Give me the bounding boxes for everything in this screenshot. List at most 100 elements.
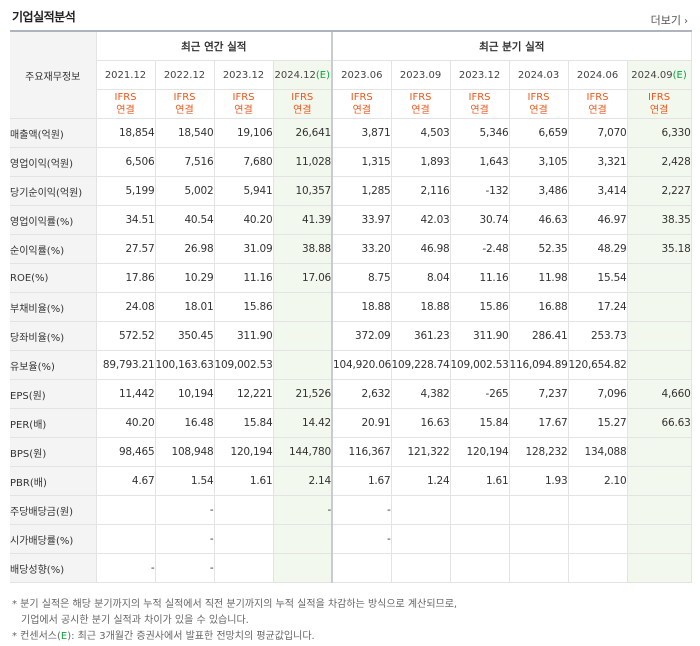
table-cell bbox=[627, 292, 692, 322]
table-cell: 6,659 bbox=[509, 118, 569, 148]
ifrs-label: IFRS bbox=[527, 92, 550, 103]
consolidated-label: 연결 bbox=[234, 105, 253, 116]
quarter-header: 최근 분기 실적 bbox=[331, 30, 692, 61]
table-row: 유보율(%) 89,793.21 100,163.63 109,002.53 104,9… bbox=[10, 350, 692, 380]
table-cell: 5,002 bbox=[155, 176, 215, 206]
table-row: 당기순이익(억원) 5,199 5,002 5,941 10,357 1,285 2,116… bbox=[10, 176, 692, 206]
table-cell: 7,237 bbox=[509, 379, 569, 409]
period-header: 2023.09 bbox=[391, 60, 451, 90]
table-cell: 8.04 bbox=[391, 263, 451, 293]
table-cell: 42.03 bbox=[391, 205, 451, 235]
table-cell bbox=[214, 553, 274, 583]
row-label: 시가배당률(%) bbox=[10, 524, 97, 554]
accounting-standard: IFRS 연결 bbox=[331, 89, 392, 119]
table-cell: 5,199 bbox=[96, 176, 156, 206]
table-cell: 109,002.53 bbox=[214, 350, 274, 380]
row-label: BPS(원) bbox=[10, 437, 97, 467]
table-cell: 15.84 bbox=[214, 408, 274, 438]
table-cell bbox=[627, 321, 692, 351]
table-cell: 100,163.63 bbox=[155, 350, 215, 380]
table-cell: 31.09 bbox=[214, 234, 274, 264]
table-row: 시가배당률(%) - - bbox=[10, 524, 692, 554]
accounting-standard: IFRS 연결 bbox=[273, 89, 333, 119]
table-cell: 15.86 bbox=[214, 292, 274, 322]
table-cell: 2,227 bbox=[627, 176, 692, 206]
table-cell bbox=[273, 321, 333, 351]
table-cell bbox=[509, 495, 569, 525]
table-row: 순이익률(%) 27.57 26.98 31.09 38.88 33.20 46.98 -2.… bbox=[10, 234, 692, 264]
table-cell: 134,088 bbox=[568, 437, 628, 467]
table-cell: -2.48 bbox=[450, 234, 510, 264]
table-cell: 4,660 bbox=[627, 379, 692, 409]
table-cell: 144,780 bbox=[273, 437, 333, 467]
estimate-letter: E bbox=[60, 631, 68, 642]
table-cell: 361.23 bbox=[391, 321, 451, 351]
table-cell: - bbox=[273, 495, 333, 525]
table-cell: 98,465 bbox=[96, 437, 156, 467]
table-cell: - bbox=[155, 553, 215, 583]
table-cell bbox=[96, 495, 156, 525]
table-cell: 18,854 bbox=[96, 118, 156, 148]
period-header: 2023.12 bbox=[214, 60, 274, 90]
table-cell bbox=[627, 495, 692, 525]
ifrs-label: IFRS bbox=[173, 92, 196, 103]
table-cell: 1,893 bbox=[391, 147, 451, 177]
table-cell: 52.35 bbox=[509, 234, 569, 264]
table-cell: - bbox=[331, 495, 392, 525]
table-cell: 11,028 bbox=[273, 147, 333, 177]
table-cell: 40.54 bbox=[155, 205, 215, 235]
table-cell: 11.98 bbox=[509, 263, 569, 293]
table-cell: 40.20 bbox=[214, 205, 274, 235]
more-link[interactable]: 더보기 › bbox=[651, 12, 688, 28]
table-row: 매출액(억원) 18,854 18,540 19,106 26,641 3,871 4,50… bbox=[10, 118, 692, 148]
row-label: 영업이익률(%) bbox=[10, 205, 97, 235]
table-cell: 24.08 bbox=[96, 292, 156, 322]
table-cell: 17.06 bbox=[273, 263, 333, 293]
period-label: 2023.12 bbox=[458, 69, 501, 81]
table-cell: 120,194 bbox=[214, 437, 274, 467]
table-cell: 311.90 bbox=[450, 321, 510, 351]
table-cell: 1,643 bbox=[450, 147, 510, 177]
table-cell bbox=[450, 524, 510, 554]
table-row: 당좌비율(%) 572.52 350.45 311.90 372.09 361.23 311… bbox=[10, 321, 692, 351]
table-cell: 10,357 bbox=[273, 176, 333, 206]
table-cell: 7,096 bbox=[568, 379, 628, 409]
table-cell: 17.86 bbox=[96, 263, 156, 293]
table-cell: - bbox=[331, 524, 392, 554]
table-cell: 18.88 bbox=[391, 292, 451, 322]
table-cell bbox=[214, 524, 274, 554]
period-header: 2021.12 bbox=[96, 60, 156, 90]
table-row: 배당성향(%) - - bbox=[10, 553, 692, 583]
table-cell: 33.20 bbox=[331, 234, 392, 264]
row-label: 유보율(%) bbox=[10, 350, 97, 380]
table-cell: 20.91 bbox=[331, 408, 392, 438]
table-cell: 8.75 bbox=[331, 263, 392, 293]
table-cell: 11,442 bbox=[96, 379, 156, 409]
row-label: 영업이익(억원) bbox=[10, 147, 97, 177]
table-row: EPS(원) 11,442 10,194 12,221 21,526 2,632 4,382… bbox=[10, 379, 692, 409]
table-cell: 1.61 bbox=[214, 466, 274, 496]
table-cell: 18.88 bbox=[331, 292, 392, 322]
table-cell: 3,105 bbox=[509, 147, 569, 177]
financial-table: 주요재무정보 최근 연간 실적 최근 분기 실적 2021.12 2022.12 2023… bbox=[10, 30, 692, 583]
table-cell: 11.16 bbox=[450, 263, 510, 293]
table-cell bbox=[568, 553, 628, 583]
table-cell: 2,632 bbox=[331, 379, 392, 409]
table-row: BPS(원) 98,465 108,948 120,194 144,780 116,367… bbox=[10, 437, 692, 467]
table-cell: 2.14 bbox=[273, 466, 333, 496]
table-cell: 19,106 bbox=[214, 118, 274, 148]
ifrs-label: IFRS bbox=[232, 92, 255, 103]
table-cell bbox=[627, 553, 692, 583]
consolidated-label: 연결 bbox=[116, 105, 135, 116]
footnotes: * 분기 실적은 해당 분기까지의 누적 실적에서 직전 분기까지의 누적 실적… bbox=[12, 597, 457, 645]
row-label: 매출액(억원) bbox=[10, 118, 97, 148]
table-cell bbox=[509, 524, 569, 554]
footnote-2: 기업에서 공시한 분기 실적과 차이가 있을 수 있습니다. bbox=[21, 615, 249, 626]
row-label: 주당배당금(원) bbox=[10, 495, 97, 525]
corner-header: 주요재무정보 bbox=[10, 30, 97, 119]
table-cell: 116,094.89 bbox=[509, 350, 569, 380]
accounting-standard: IFRS 연결 bbox=[155, 89, 215, 119]
table-cell: 17.67 bbox=[509, 408, 569, 438]
table-cell: 21,526 bbox=[273, 379, 333, 409]
